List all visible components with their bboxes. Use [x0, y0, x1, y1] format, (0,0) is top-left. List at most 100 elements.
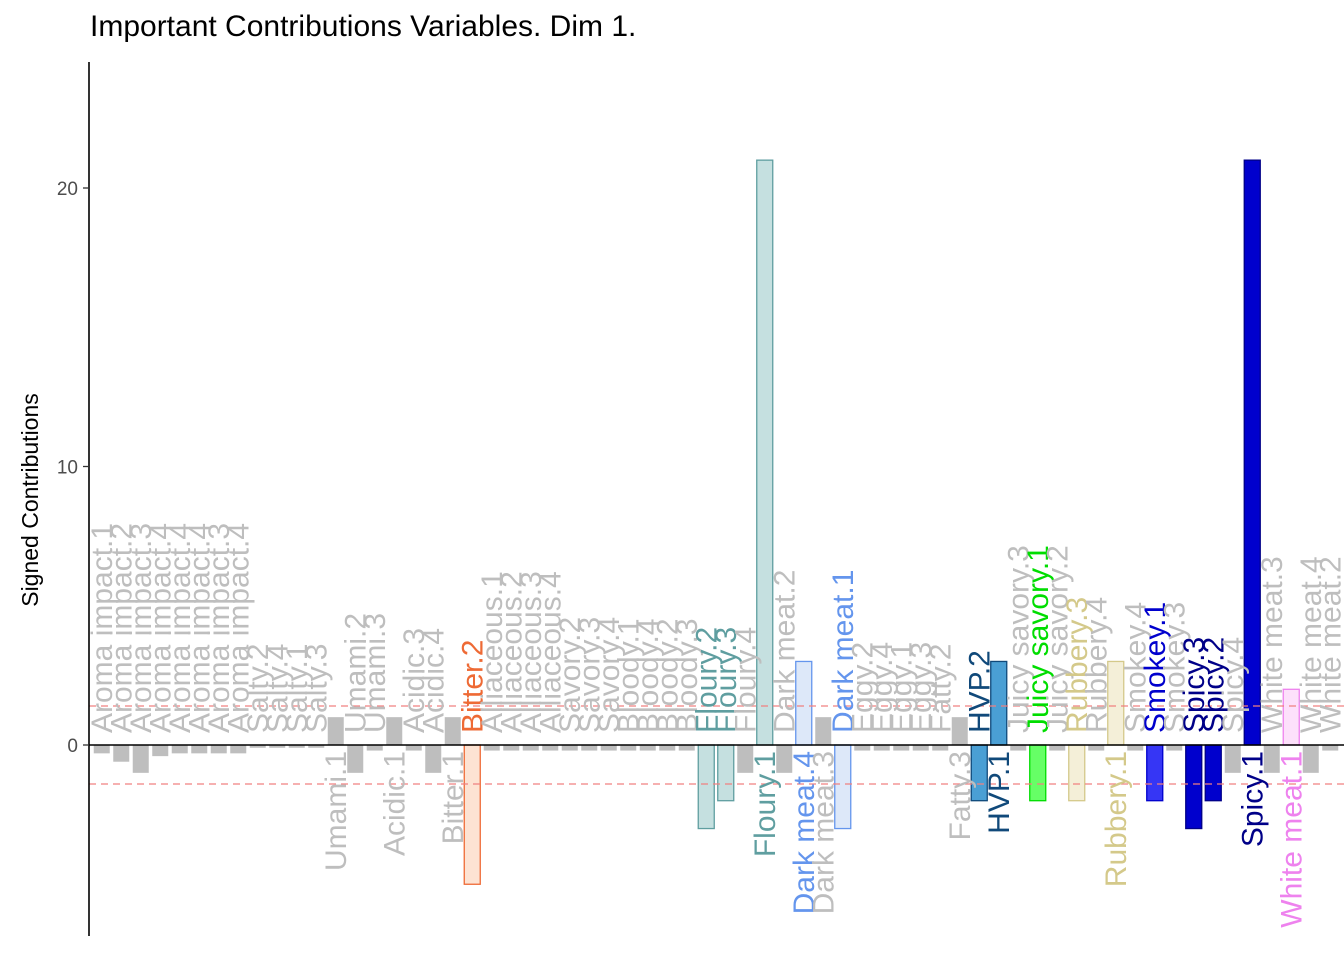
bar-alliaceous-3 — [522, 745, 539, 751]
bar-alliaceous-1 — [483, 745, 500, 751]
bar-label: Bloody.1 — [612, 618, 645, 733]
bar-label: Fatty.2 — [924, 644, 957, 733]
bar-bloody-4 — [639, 745, 656, 751]
bar-label: Bitter.1 — [437, 751, 470, 844]
y-axis-label: Signed Contributions — [17, 393, 43, 607]
bar-label: Dark meat.1 — [827, 570, 860, 733]
chart-title: Important Contributions Variables. Dim 1… — [90, 10, 637, 43]
bar-bitter-1 — [444, 717, 461, 745]
bar-salty-3 — [308, 745, 325, 748]
bar-label: Fatty.3 — [944, 751, 977, 840]
bar-label: Acidic.1 — [378, 751, 411, 856]
bar-dark-meat-2 — [776, 745, 793, 773]
bar-label: Bloody.2 — [651, 618, 684, 733]
bar-savory-4 — [600, 745, 617, 751]
y-tick-label: 20 — [57, 179, 78, 200]
bar-aroma-impact-4 — [171, 745, 188, 754]
bar-acidic-3 — [405, 745, 422, 751]
bar-salty-2 — [249, 745, 266, 748]
bar-label: Floury.3 — [710, 627, 743, 733]
bar-label: Salty.4 — [261, 644, 294, 734]
bar-label: White meat.1 — [1275, 751, 1308, 928]
bar-label: Aroma impact.4 — [164, 523, 197, 733]
bar-label: Spicy.2 — [1197, 637, 1230, 733]
bar-label: Acidic.3 — [398, 628, 431, 733]
bar-label: Smokey.3 — [1158, 602, 1191, 733]
bar-label: Floury.1 — [749, 751, 782, 857]
bar-white-meat-3 — [1263, 745, 1280, 773]
bar-umami-3 — [366, 745, 383, 751]
bar-eggy-1 — [893, 745, 910, 751]
bar-label: Spicy.1 — [1236, 751, 1269, 847]
bar-rubbery-3 — [1068, 744, 1086, 802]
bar-fatty-3 — [951, 717, 968, 745]
bar-eggy-4 — [873, 745, 890, 751]
bar-label: Spicy.3 — [1178, 637, 1211, 733]
bar-smokey-1 — [1146, 744, 1164, 802]
bar-eggy-3 — [912, 745, 929, 751]
bar-white-meat-4 — [1302, 745, 1319, 773]
bar-label: Aroma impact.4 — [183, 523, 216, 733]
bar-smokey-4 — [1127, 745, 1144, 751]
bar-label: Aroma impact.4 — [144, 523, 177, 733]
bar-label: Dark meat.2 — [768, 570, 801, 733]
bars-layer — [93, 159, 1339, 885]
bar-label: Umami.1 — [320, 751, 353, 871]
bar-label: Rubbery.1 — [1100, 751, 1133, 887]
bar-label: Aroma impact.2 — [105, 523, 138, 733]
y-tick-label: 0 — [67, 736, 78, 757]
bar-label: HVP.2 — [963, 650, 996, 733]
bar-alliaceous-2 — [503, 745, 520, 751]
bar-label: Juicy savory.1 — [1022, 545, 1055, 733]
bar-smokey-3 — [1166, 745, 1183, 751]
bar-label: Dark meat.4 — [788, 751, 821, 914]
bar-aroma-impact-3 — [210, 745, 227, 754]
bar-acidic-4 — [425, 745, 442, 773]
bar-label: Eggy.3 — [905, 642, 938, 733]
bar-aroma-impact-3 — [132, 745, 149, 773]
bar-spicy-2 — [1204, 744, 1222, 802]
bar-spicy-3 — [1185, 744, 1203, 830]
bar-label: Juicy savory.2 — [1041, 545, 1074, 733]
bar-floury-4 — [737, 745, 754, 773]
bar-salty-4 — [269, 745, 286, 748]
bar-bloody-3 — [678, 745, 695, 751]
bar-label: Floury.4 — [729, 627, 762, 733]
bar-salty-1 — [288, 745, 305, 748]
bar-juicy-savory-1 — [1029, 744, 1047, 802]
bar-label: HVP.1 — [983, 751, 1016, 834]
bar-label: Umami.2 — [339, 613, 372, 733]
bar-spicy-4 — [1224, 745, 1241, 773]
bar-label: Savory.4 — [593, 617, 626, 733]
bar-aroma-impact-4 — [191, 745, 208, 754]
bar-label: Rubbery.3 — [1061, 597, 1094, 733]
bar-label: Savory.3 — [573, 617, 606, 733]
bar-label: Aroma impact.1 — [86, 523, 119, 733]
bar-label: Floury.2 — [690, 627, 723, 733]
bar-label: Aroma impact.3 — [125, 523, 158, 733]
bar-label: Salty.1 — [281, 644, 314, 734]
bar-label: White meat.3 — [1256, 556, 1289, 733]
bar-label: Dark meat.3 — [807, 751, 840, 914]
bar-label: Bitter.2 — [456, 640, 489, 733]
bar-label: Alliaceous.4 — [534, 571, 567, 733]
bar-label: Aroma impact.3 — [203, 523, 236, 733]
bar-label: White meat.2 — [1314, 556, 1344, 733]
bar-label: Salty.3 — [300, 644, 333, 734]
y-tick-label: 10 — [57, 458, 78, 479]
bar-label: Smokey.4 — [1119, 602, 1152, 733]
bar-label: White meat.4 — [1295, 556, 1328, 733]
bar-label: Rubbery.4 — [1080, 597, 1113, 733]
bar-rubbery-4 — [1088, 745, 1105, 751]
bar-aroma-impact-2 — [113, 745, 130, 762]
bar-fatty-2 — [932, 745, 949, 751]
bar-aroma-impact-4 — [230, 745, 247, 754]
bar-juicy-savory-2 — [1049, 745, 1066, 751]
bar-alliaceous-4 — [542, 745, 559, 751]
bar-savory-3 — [581, 745, 598, 751]
bar-dark-meat-3 — [815, 717, 832, 745]
bar-label: Bloody.3 — [671, 618, 704, 733]
bar-label: Alliaceous.1 — [476, 571, 509, 733]
